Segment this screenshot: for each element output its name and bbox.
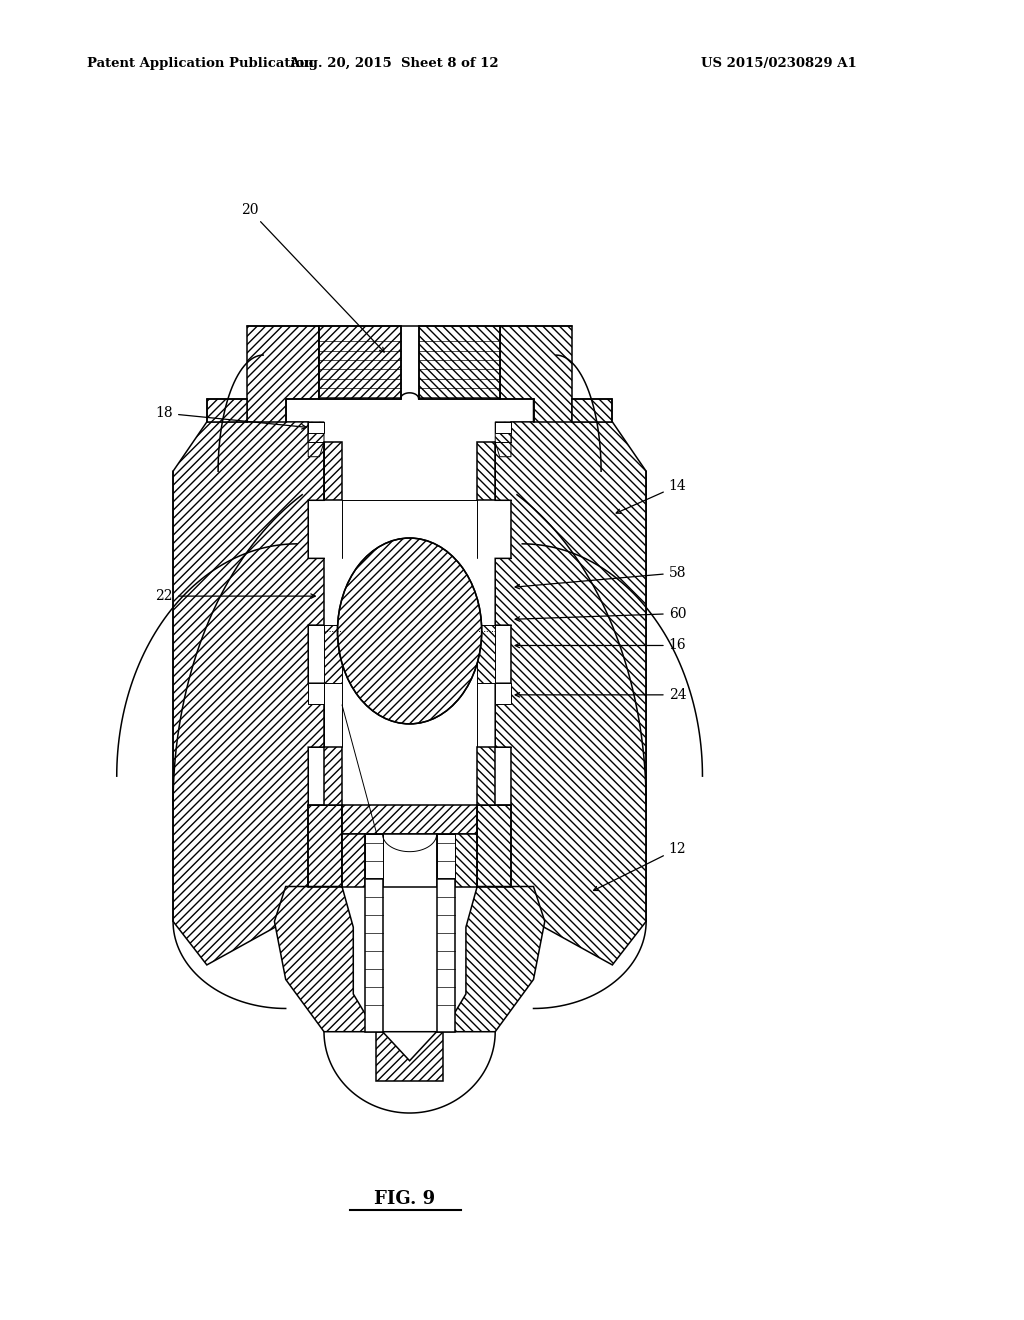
Polygon shape (274, 887, 376, 1032)
Text: Patent Application Publication: Patent Application Publication (87, 57, 313, 70)
Text: 58: 58 (515, 566, 686, 589)
Polygon shape (477, 747, 496, 805)
Polygon shape (308, 422, 324, 433)
Polygon shape (365, 834, 383, 1032)
Polygon shape (342, 805, 477, 834)
Polygon shape (324, 442, 342, 500)
Text: FIG. 9: FIG. 9 (374, 1189, 435, 1208)
Polygon shape (383, 1032, 436, 1061)
Text: 16: 16 (515, 639, 686, 652)
Polygon shape (496, 399, 646, 965)
Polygon shape (383, 834, 436, 887)
Text: 12: 12 (594, 842, 686, 891)
Polygon shape (342, 834, 365, 887)
Polygon shape (455, 834, 477, 887)
Text: 20: 20 (241, 203, 384, 352)
Polygon shape (173, 399, 324, 965)
Polygon shape (477, 626, 496, 684)
Text: 18: 18 (156, 407, 306, 429)
Polygon shape (496, 684, 511, 704)
Polygon shape (376, 1032, 443, 1081)
Polygon shape (248, 326, 319, 422)
Polygon shape (324, 747, 342, 805)
Polygon shape (477, 805, 511, 887)
Polygon shape (324, 626, 342, 684)
Circle shape (338, 539, 481, 723)
Text: Aug. 20, 2015  Sheet 8 of 12: Aug. 20, 2015 Sheet 8 of 12 (290, 57, 499, 70)
Polygon shape (436, 834, 455, 878)
Polygon shape (419, 326, 500, 399)
Text: 24: 24 (515, 688, 686, 702)
Polygon shape (308, 684, 324, 704)
Text: 22: 22 (156, 589, 315, 603)
Polygon shape (308, 422, 324, 457)
Polygon shape (496, 422, 511, 457)
Polygon shape (496, 422, 511, 433)
Polygon shape (571, 399, 612, 422)
Text: 60: 60 (515, 606, 686, 622)
Polygon shape (308, 805, 342, 887)
Polygon shape (319, 326, 400, 399)
Polygon shape (443, 887, 545, 1032)
Polygon shape (207, 399, 248, 422)
Polygon shape (365, 834, 383, 878)
Polygon shape (436, 834, 455, 1032)
Text: 14: 14 (616, 479, 686, 513)
Polygon shape (477, 442, 496, 500)
Text: US 2015/0230829 A1: US 2015/0230829 A1 (701, 57, 857, 70)
Polygon shape (500, 326, 571, 422)
